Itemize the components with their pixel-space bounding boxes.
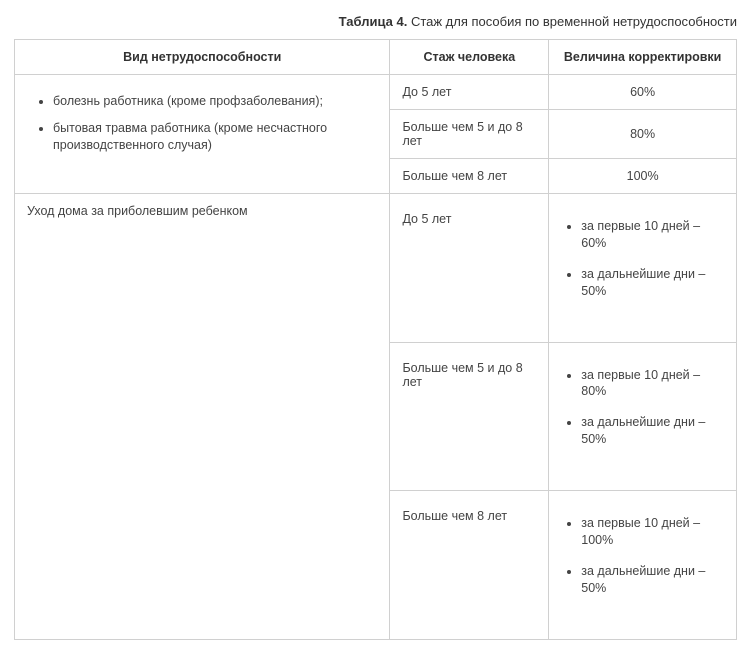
tenure-cell: Больше чем 8 лет [390, 491, 549, 640]
type-bullet: бытовая травма работника (кроме несчастн… [53, 120, 377, 154]
tenure-cell: До 5 лет [390, 75, 549, 110]
adjustment-cell: 80% [549, 110, 737, 159]
tenure-cell: Больше чем 5 и до 8 лет [390, 342, 549, 491]
type-bullet: болезнь работника (кроме профзаболевания… [53, 93, 377, 110]
tenure-cell: До 5 лет [390, 194, 549, 343]
adjustment-list: за первые 10 дней – 60% за дальнейшие дн… [561, 218, 724, 300]
table-row: болезнь работника (кроме профзаболевания… [15, 75, 737, 110]
caption-text: Стаж для пособия по временной нетрудоспо… [411, 14, 737, 29]
adjustment-list: за первые 10 дней – 80% за дальнейшие дн… [561, 367, 724, 449]
adjustment-cell: за первые 10 дней – 80% за дальнейшие дн… [549, 342, 737, 491]
adjustment-cell: за первые 10 дней – 60% за дальнейшие дн… [549, 194, 737, 343]
adjustment-item: за первые 10 дней – 100% [581, 515, 724, 549]
adjustment-cell: за первые 10 дней – 100% за дальнейшие д… [549, 491, 737, 640]
adjustment-item: за дальнейшие дни – 50% [581, 266, 724, 300]
table-caption: Таблица 4. Стаж для пособия по временной… [14, 14, 737, 29]
col-header-type: Вид нетрудоспособности [15, 40, 390, 75]
adjustment-item: за первые 10 дней – 80% [581, 367, 724, 401]
col-header-adjustment: Величина корректировки [549, 40, 737, 75]
table-header-row: Вид нетрудоспособности Стаж человека Вел… [15, 40, 737, 75]
caption-label: Таблица 4. [339, 14, 408, 29]
adjustment-cell: 100% [549, 159, 737, 194]
tenure-table: Вид нетрудоспособности Стаж человека Вел… [14, 39, 737, 640]
col-header-tenure: Стаж человека [390, 40, 549, 75]
adjustment-item: за первые 10 дней – 60% [581, 218, 724, 252]
disability-type-cell: болезнь работника (кроме профзаболевания… [15, 75, 390, 194]
adjustment-item: за дальнейшие дни – 50% [581, 563, 724, 597]
adjustment-list: за первые 10 дней – 100% за дальнейшие д… [561, 515, 724, 597]
disability-type-cell: Уход дома за приболевшим ребенком [15, 194, 390, 640]
tenure-cell: Больше чем 8 лет [390, 159, 549, 194]
adjustment-cell: 60% [549, 75, 737, 110]
table-row: Уход дома за приболевшим ребенком До 5 л… [15, 194, 737, 343]
type-bullet-list: болезнь работника (кроме профзаболевания… [27, 93, 377, 154]
tenure-cell: Больше чем 5 и до 8 лет [390, 110, 549, 159]
adjustment-item: за дальнейшие дни – 50% [581, 414, 724, 448]
